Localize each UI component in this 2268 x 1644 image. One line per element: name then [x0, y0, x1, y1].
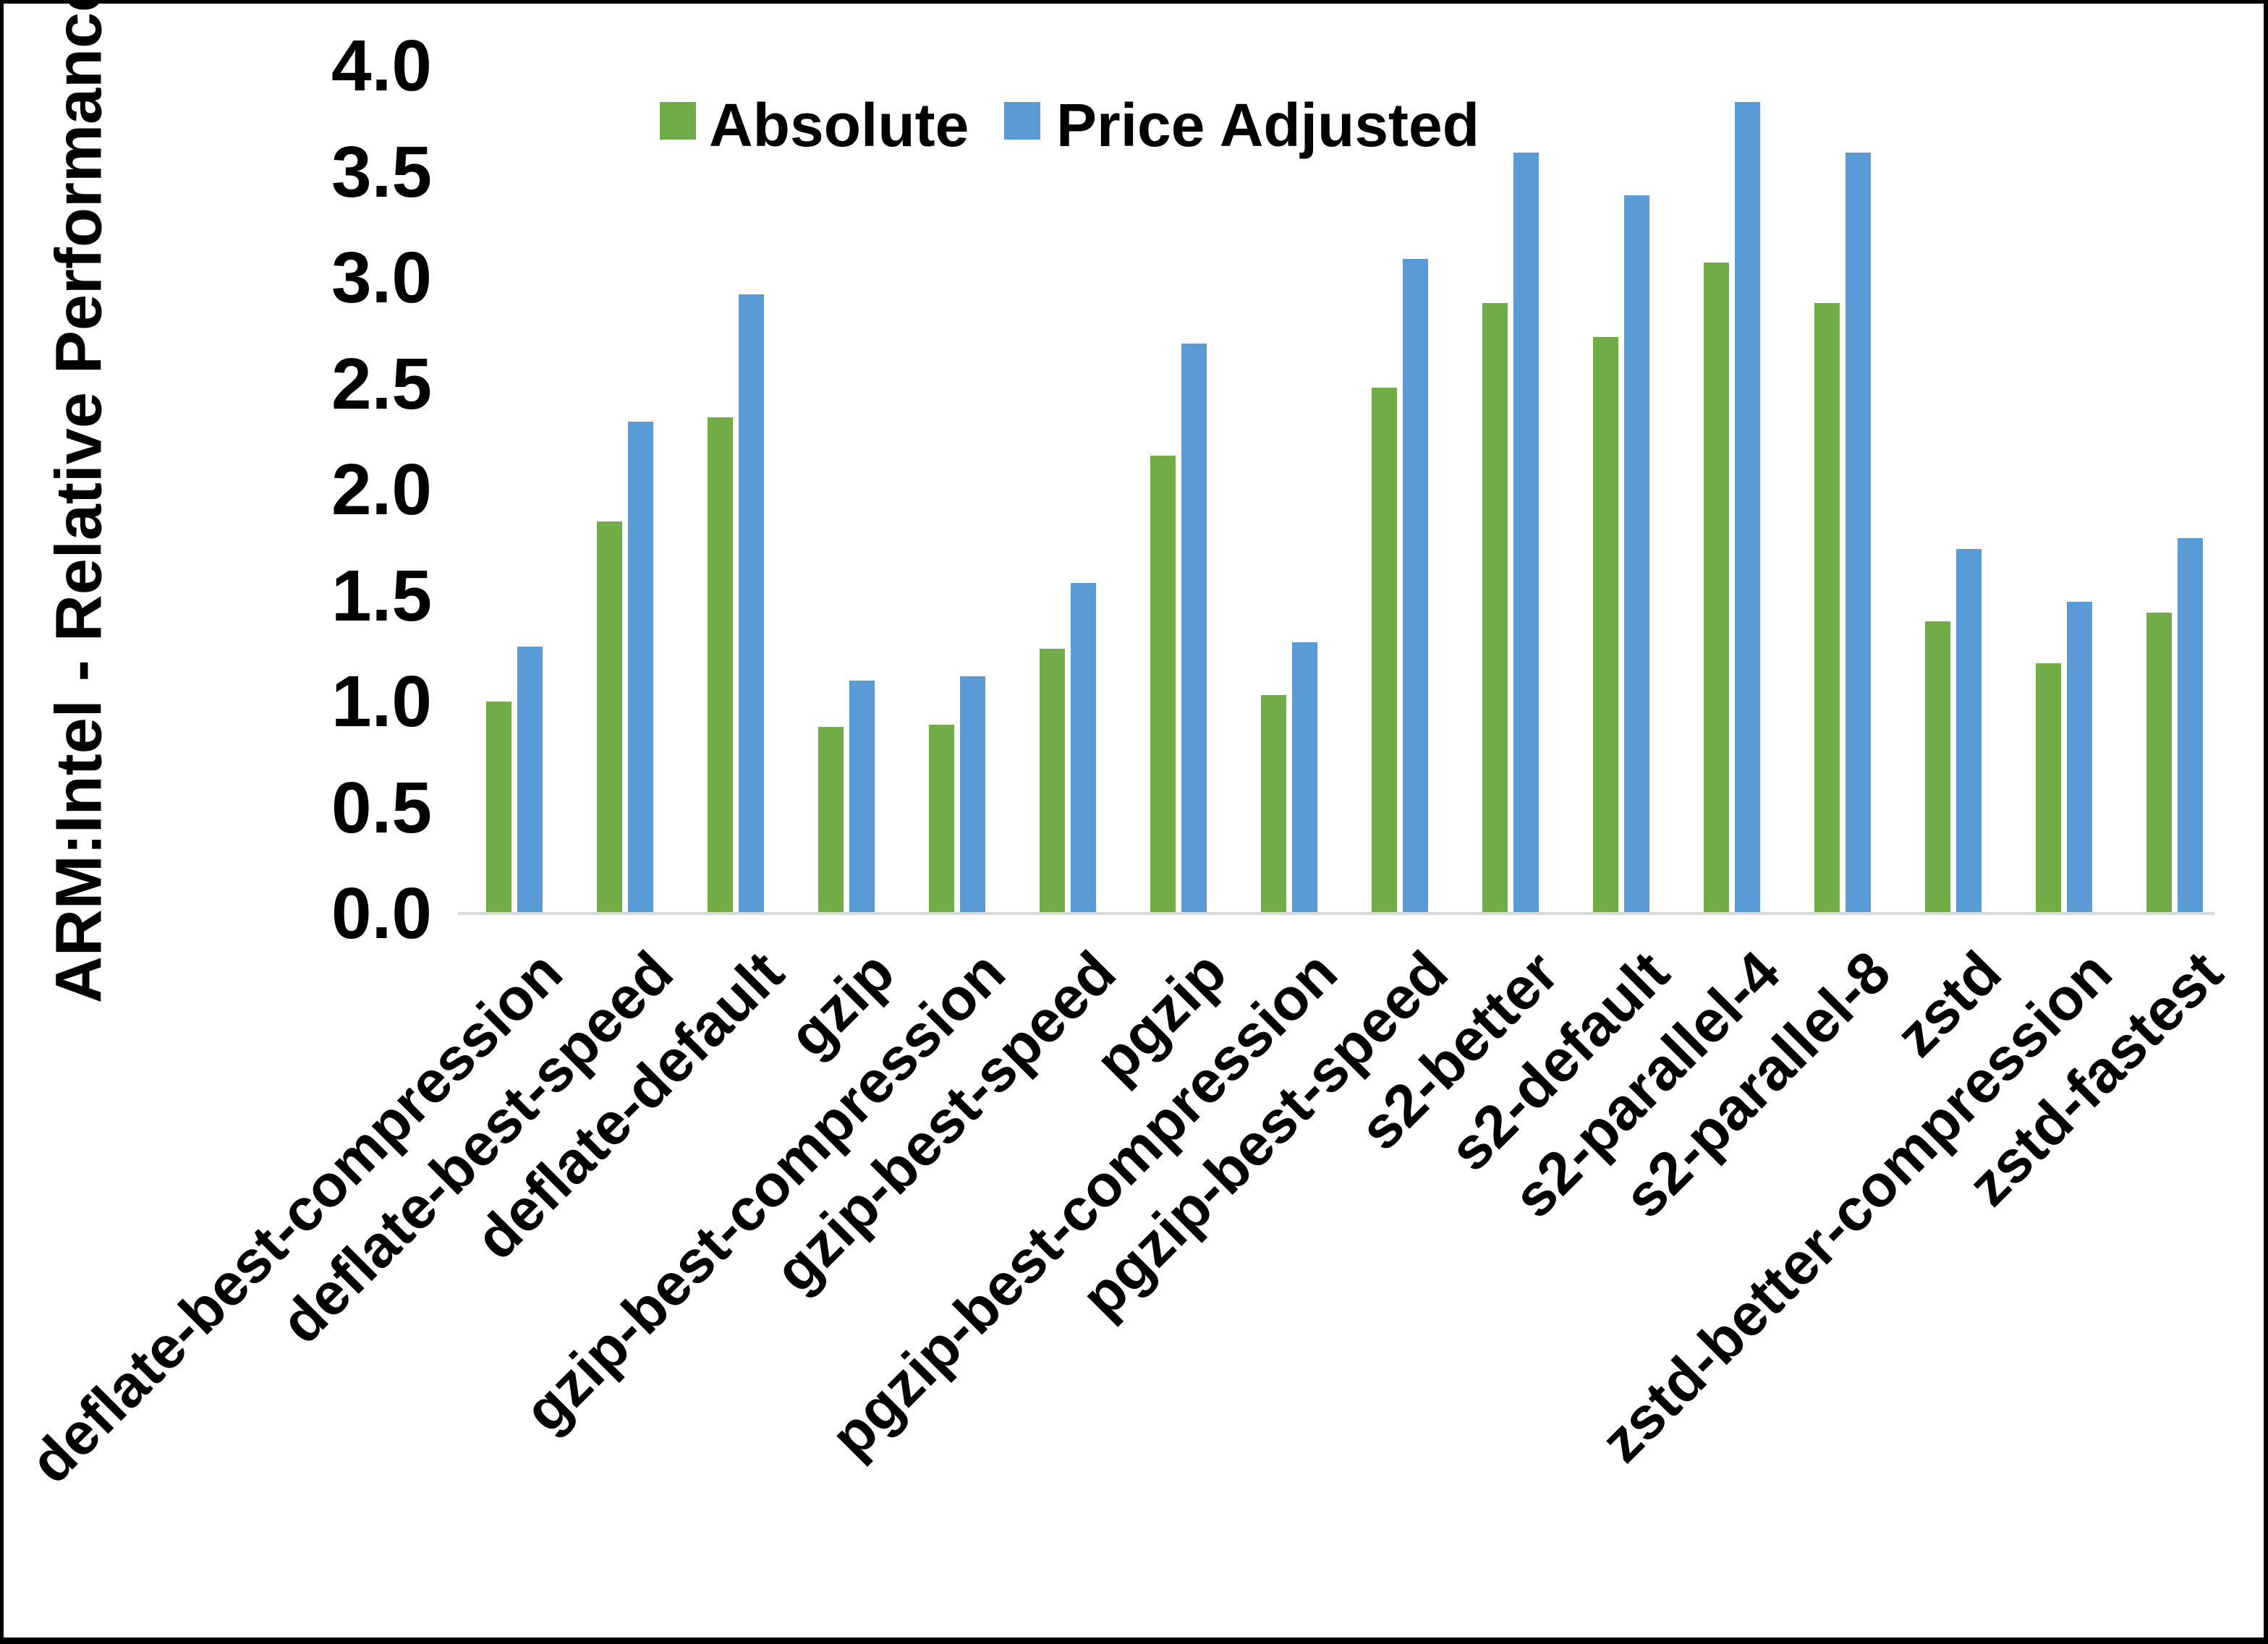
- y-tick-label: 4.0: [331, 25, 432, 106]
- bar-s2-parallel-4-price-adjusted: [1735, 102, 1760, 913]
- bar-pgzip-best-speed-price-adjusted: [1403, 259, 1428, 913]
- y-tick-label: 3.5: [331, 131, 432, 213]
- legend-swatch-price-adjusted: [1004, 102, 1040, 140]
- legend-swatch-absolute: [660, 102, 696, 140]
- bar-gzip-absolute: [818, 727, 844, 913]
- bar-deflate-best-compression-absolute: [486, 702, 511, 913]
- y-axis-title: ARM:Intel - Relative Performance: [43, 0, 116, 1004]
- bar-zstd-price-adjusted: [1956, 549, 1982, 913]
- bar-gzip-best-speed-price-adjusted: [1071, 583, 1096, 913]
- bar-deflate-best-speed-price-adjusted: [628, 422, 653, 913]
- y-tick-label: 3.0: [331, 237, 432, 318]
- y-tick-label: 2.0: [331, 449, 432, 530]
- bar-pgzip-price-adjusted: [1181, 344, 1207, 913]
- bar-zstd-fastest-price-adjusted: [2178, 538, 2203, 913]
- bar-deflate-best-speed-absolute: [597, 521, 622, 913]
- bar-s2-better-absolute: [1482, 303, 1508, 913]
- bar-pgzip-best-compression-price-adjusted: [1292, 642, 1317, 913]
- bar-s2-default-absolute: [1593, 337, 1618, 913]
- y-tick-label: 0.5: [331, 767, 432, 848]
- bar-gzip-price-adjusted: [849, 681, 875, 913]
- bar-gzip-best-speed-absolute: [1040, 649, 1065, 913]
- bar-s2-better-price-adjusted: [1513, 153, 1539, 913]
- bar-s2-parallel-8-price-adjusted: [1846, 153, 1871, 913]
- bar-pgzip-best-compression-absolute: [1261, 695, 1286, 913]
- y-tick-label: 2.5: [331, 343, 432, 425]
- bar-s2-parallel-8-absolute: [1814, 303, 1840, 913]
- bar-deflate-default-price-adjusted: [739, 294, 764, 913]
- bar-pgzip-best-speed-absolute: [1372, 388, 1397, 913]
- y-tick-label: 0.0: [331, 873, 432, 954]
- bar-zstd-better-compression-absolute: [2036, 663, 2061, 913]
- bar-deflate-best-compression-price-adjusted: [517, 647, 543, 913]
- bar-pgzip-absolute: [1150, 456, 1176, 913]
- bar-zstd-absolute: [1925, 621, 1950, 913]
- x-axis-baseline: [458, 912, 2214, 915]
- bar-zstd-better-compression-price-adjusted: [2067, 602, 2092, 913]
- bar-gzip-best-compression-absolute: [929, 725, 954, 913]
- legend-label-price-adjusted: Price Adjusted: [1056, 91, 1480, 159]
- bar-s2-parallel-4-absolute: [1704, 263, 1729, 913]
- legend-label-absolute: Absolute: [709, 91, 969, 159]
- y-tick-label: 1.0: [331, 661, 432, 742]
- bar-deflate-default-absolute: [708, 417, 733, 913]
- bar-zstd-fastest-absolute: [2146, 613, 2172, 913]
- y-tick-label: 1.5: [331, 555, 432, 636]
- bar-s2-default-price-adjusted: [1624, 195, 1649, 913]
- bar-gzip-best-compression-price-adjusted: [960, 676, 985, 913]
